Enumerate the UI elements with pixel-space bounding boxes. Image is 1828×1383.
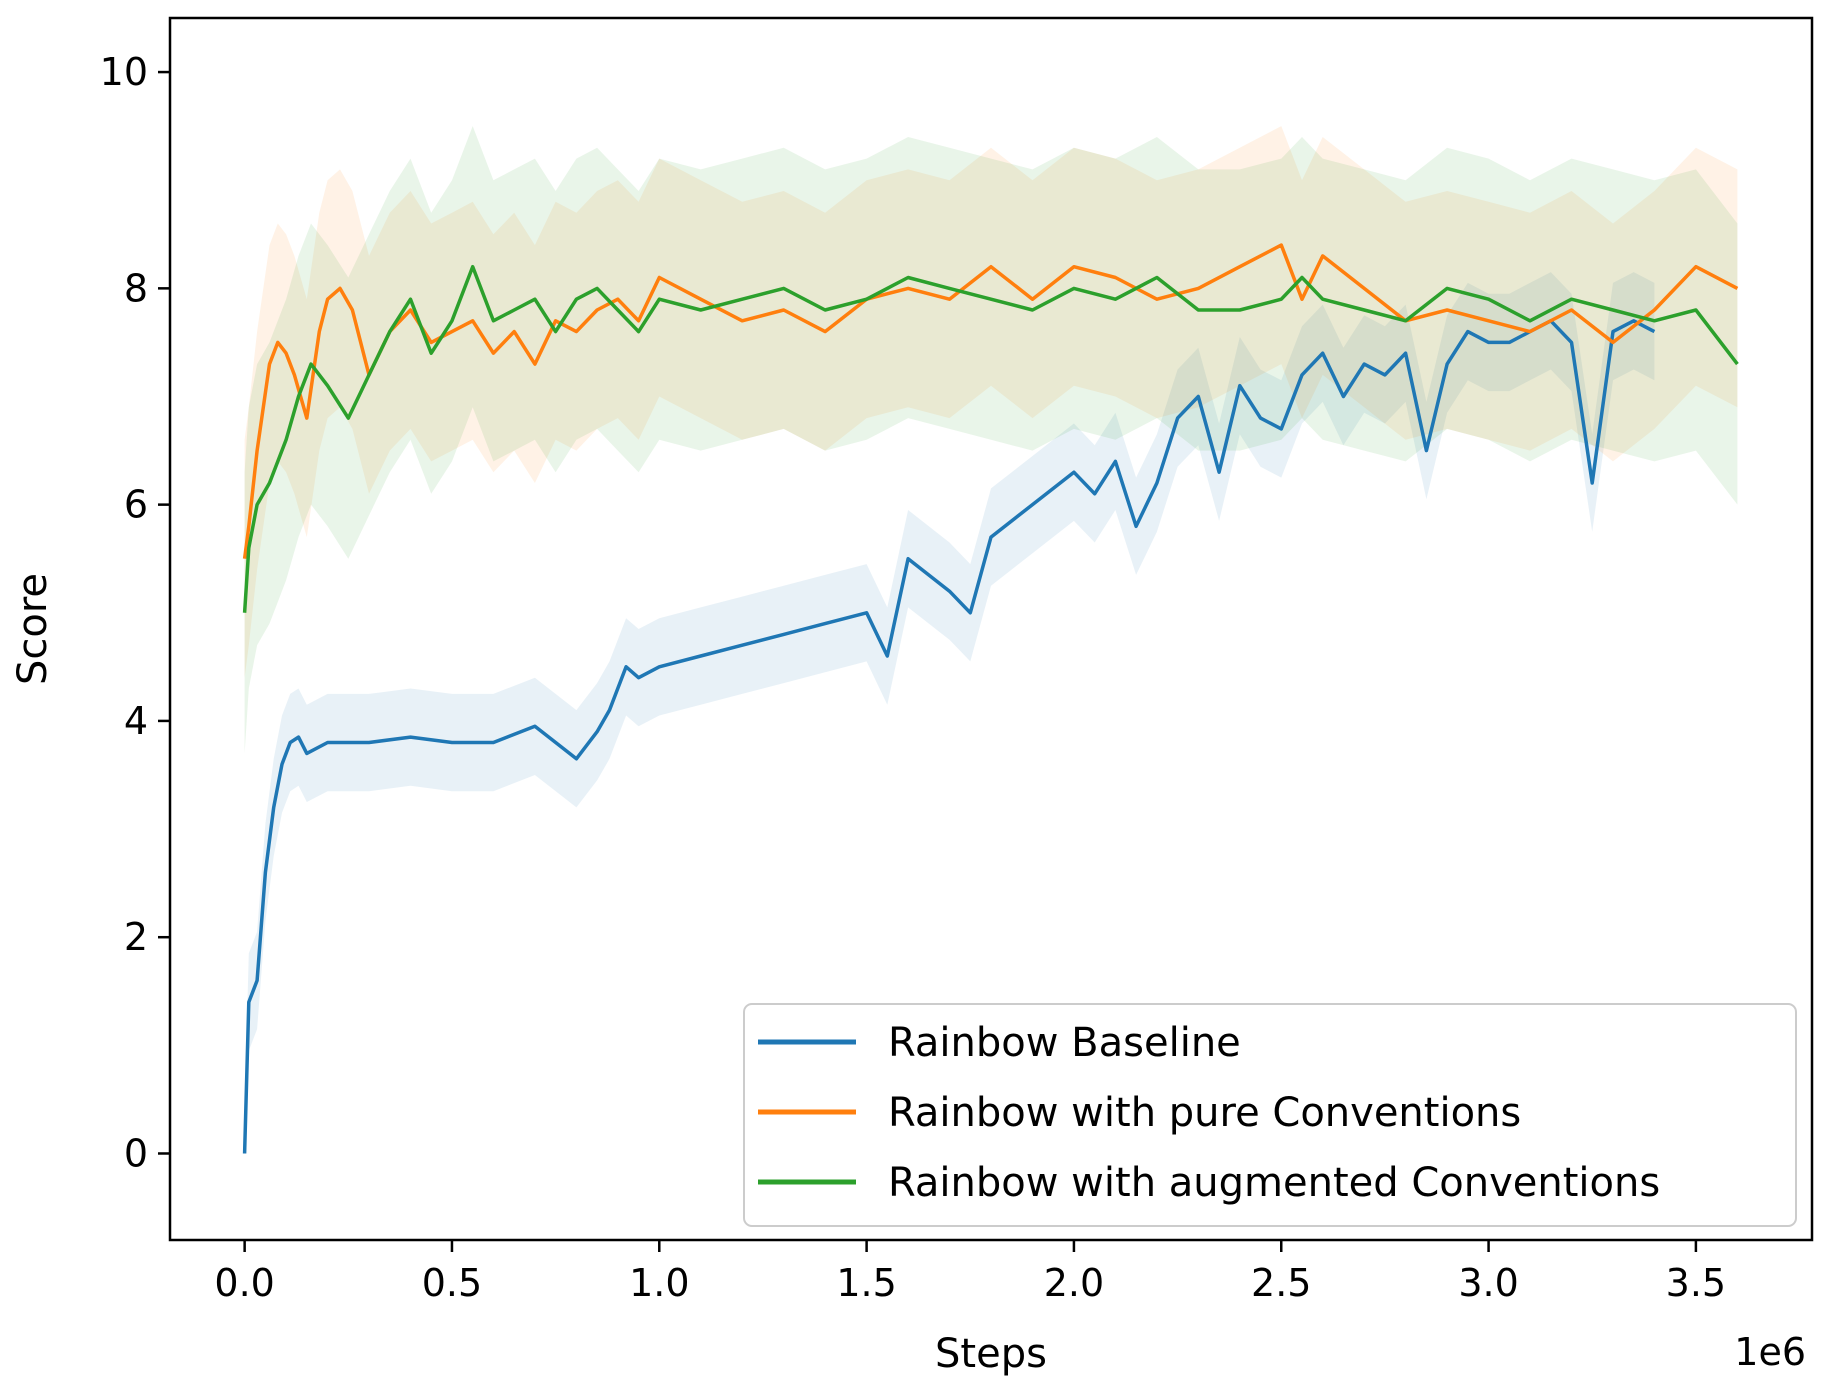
y-tick-label-2: 4 [124,699,148,743]
line-rainbow-with-augmented-conventions [242,264,1739,613]
y-tick-label-0: 0 [124,1131,148,1175]
x-tick-label-7: 3.5 [1666,1261,1726,1305]
line-rainbow-baseline [242,319,1656,1154]
x-tick-label-0: 0.0 [214,1261,274,1305]
y-tick-label-5: 10 [100,50,148,94]
legend-label-augmented-conventions: Rainbow with augmented Conventions [888,1160,1660,1206]
x-tick-label-4: 2.0 [1044,1261,1104,1305]
x-tick-label-2: 1.0 [629,1261,689,1305]
confidence-bands [244,126,1738,1154]
band-rainbow-with-pure-conventions [244,126,1738,678]
x-tick-label-5: 2.5 [1251,1261,1311,1305]
y-tick-label-1: 2 [124,915,148,959]
y-tick-label-4: 8 [124,266,148,310]
legend-label-baseline: Rainbow Baseline [888,1020,1241,1066]
x-axis-scale-label: 1e6 [1734,1330,1806,1374]
line-rainbow-with-pure-conventions [242,243,1739,559]
y-axis-ticks: 0 2 4 6 8 10 [100,50,170,1175]
x-axis-ticks: 0.0 0.5 1.0 1.5 2.0 2.5 3.0 3.5 [214,1240,1726,1305]
x-tick-label-3: 1.5 [836,1261,896,1305]
x-tick-label-1: 0.5 [422,1261,482,1305]
legend-box [743,1003,1797,1227]
x-tick-label-6: 3.0 [1458,1261,1518,1305]
band-rainbow-with-augmented-conventions [244,126,1738,754]
x-axis-label: Steps [935,1331,1047,1377]
band-rainbow-baseline [244,272,1655,1154]
plot-frame [168,16,1814,1242]
legend: Rainbow Baseline Rainbow with pure Conve… [743,1003,1797,1227]
y-axis-label: Score [10,573,56,685]
legend-label-pure-conventions: Rainbow with pure Conventions [888,1090,1521,1136]
y-tick-label-3: 6 [124,483,148,527]
series-lines [242,243,1739,1154]
